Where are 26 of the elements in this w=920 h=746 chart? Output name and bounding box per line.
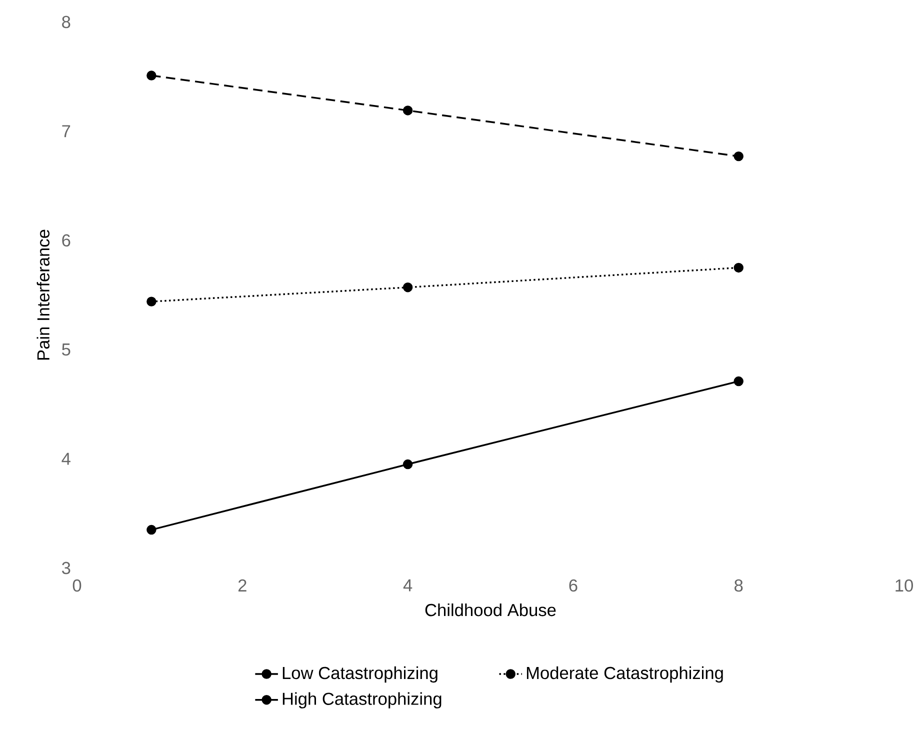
legend-label: Low Catastrophizing (282, 666, 438, 683)
x-tick-label: 6 (569, 579, 578, 592)
x-tick-label: 0 (72, 579, 82, 592)
point (146, 296, 156, 306)
y-tick-label: 3 (62, 562, 70, 574)
point (734, 151, 744, 162)
x-tick-label: 4 (403, 579, 412, 592)
legend-label: Moderate Catastrophizing (526, 666, 723, 683)
y-tick-label: 4 (62, 452, 70, 465)
x-tick-label: 2 (238, 579, 246, 592)
point (402, 106, 413, 116)
y-tick-label: 7 (62, 125, 70, 138)
x-tick-label: 10 (896, 579, 913, 592)
y-axis-title: Pain Interferance (36, 230, 50, 360)
y-tick-label: 6 (62, 234, 70, 247)
point (402, 459, 413, 470)
y-tick-label: 5 (62, 344, 70, 356)
point (402, 282, 413, 292)
x-tick-label: 8 (734, 579, 743, 592)
point (146, 70, 156, 80)
x-axis-title: Childhood Abuse (425, 603, 556, 616)
point (734, 262, 744, 273)
legend-label: High Catastrophizing (282, 692, 442, 708)
point (146, 524, 156, 535)
y-tick-label: 8 (62, 16, 70, 28)
point (734, 376, 744, 386)
